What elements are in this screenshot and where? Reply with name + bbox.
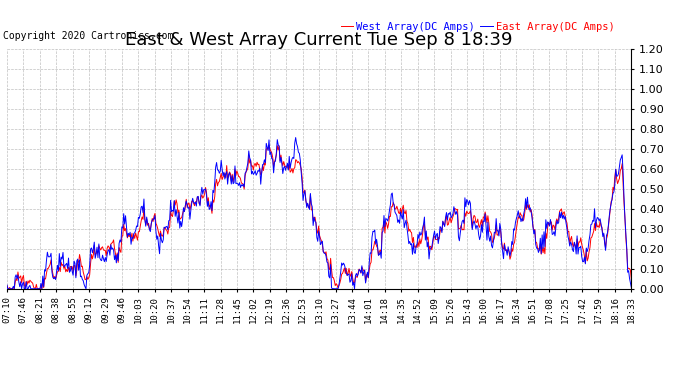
East Array(DC Amps) xyxy=(466,201,475,206)
West Array(DC Amps) xyxy=(582,248,591,252)
Legend: West Array(DC Amps), East Array(DC Amps): West Array(DC Amps), East Array(DC Amps) xyxy=(337,18,619,36)
East Array(DC Amps) xyxy=(487,243,495,248)
Line: East Array(DC Amps): East Array(DC Amps) xyxy=(7,138,631,289)
West Array(DC Amps) xyxy=(559,211,567,215)
West Array(DC Amps) xyxy=(466,209,475,213)
Title: East & West Array Current Tue Sep 8 18:39: East & West Array Current Tue Sep 8 18:3… xyxy=(126,31,513,49)
West Array(DC Amps) xyxy=(265,143,273,147)
Text: Copyright 2020 Cartronics.com: Copyright 2020 Cartronics.com xyxy=(3,32,174,41)
East Array(DC Amps) xyxy=(582,246,591,250)
West Array(DC Amps) xyxy=(627,278,635,282)
East Array(DC Amps) xyxy=(518,216,526,221)
Line: West Array(DC Amps): West Array(DC Amps) xyxy=(7,145,631,289)
West Array(DC Amps) xyxy=(487,232,495,237)
East Array(DC Amps) xyxy=(130,231,138,236)
West Array(DC Amps) xyxy=(5,286,13,291)
East Array(DC Amps) xyxy=(559,213,567,217)
East Array(DC Amps) xyxy=(3,283,11,287)
West Array(DC Amps) xyxy=(130,232,138,237)
East Array(DC Amps) xyxy=(292,135,300,140)
West Array(DC Amps) xyxy=(3,283,11,288)
West Array(DC Amps) xyxy=(518,213,526,218)
East Array(DC Amps) xyxy=(3,286,12,291)
East Array(DC Amps) xyxy=(627,285,635,290)
